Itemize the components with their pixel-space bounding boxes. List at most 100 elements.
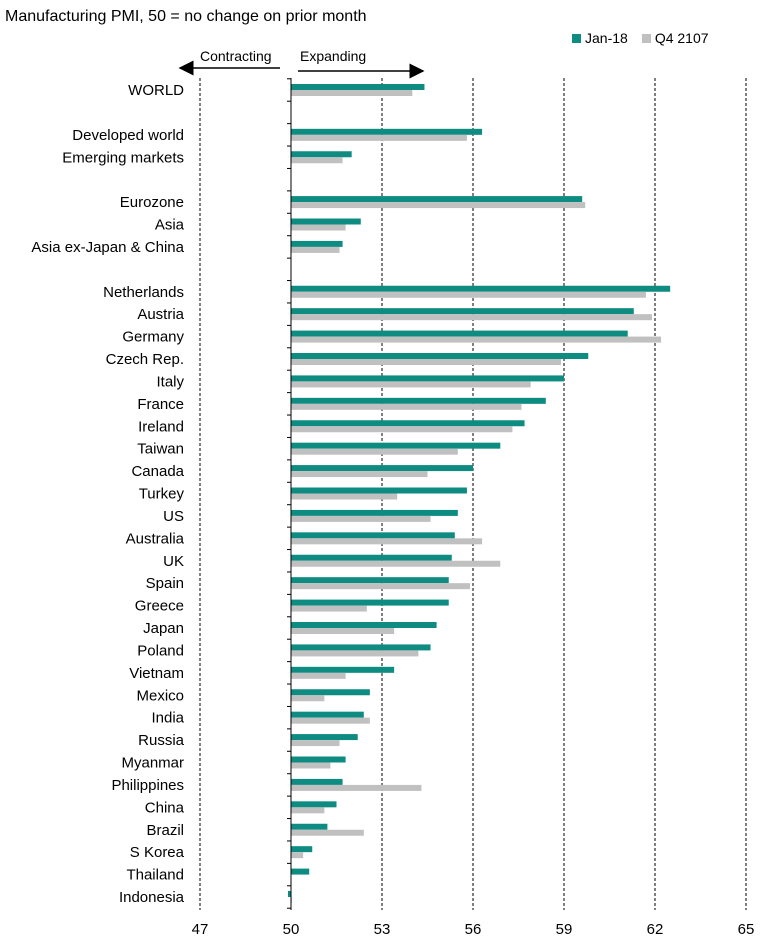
bar-q4-10: [291, 314, 652, 321]
bar-q4-17: [291, 471, 428, 478]
category-label-30: Myanmar: [121, 755, 184, 772]
x-tick-label-59: 59: [556, 921, 573, 938]
bar-q4-21: [291, 560, 501, 567]
category-label-20: Australia: [126, 530, 185, 547]
category-label-28: India: [151, 710, 184, 727]
bar-jan18-33: [291, 823, 328, 830]
bar-jan18-24: [291, 622, 437, 628]
bar-jan18-20: [291, 532, 455, 539]
bar-q4-27: [291, 695, 325, 702]
category-label-31: Philippines: [111, 777, 184, 794]
bar-jan18-6: [291, 218, 361, 225]
category-label-15: Ireland: [138, 418, 184, 435]
bar-q4-9: [291, 291, 646, 298]
category-label-2: Developed world: [72, 127, 184, 144]
category-label-32: China: [145, 799, 185, 816]
category-label-18: Turkey: [139, 486, 185, 503]
legend-swatch-q4: [641, 33, 651, 43]
bar-jan18-26: [291, 666, 395, 673]
bar-jan18-13: [291, 375, 564, 382]
bar-q4-32: [291, 807, 325, 814]
bar-jan18-19: [291, 509, 458, 516]
bar-q4-23: [291, 605, 367, 612]
contracting-label: Contracting: [200, 48, 272, 64]
bar-jan18-23: [291, 599, 449, 606]
bar-q4-33: [291, 829, 364, 836]
bar-jan18-27: [291, 689, 370, 696]
legend-label-jan18: Jan-18: [585, 30, 628, 46]
x-tick-label-47: 47: [192, 921, 209, 938]
x-tick-label-56: 56: [465, 921, 482, 938]
bar-jan18-15: [291, 420, 525, 427]
bar-q4-18: [291, 493, 398, 500]
category-label-17: Canada: [131, 463, 184, 480]
category-label-34: S Korea: [130, 844, 185, 861]
category-label-11: Germany: [122, 329, 184, 346]
x-tick-label-50: 50: [283, 921, 300, 938]
legend-label-q4: Q4 2107: [654, 30, 709, 46]
expanding-label: Expanding: [300, 48, 367, 64]
bar-q4-16: [291, 448, 458, 455]
category-label-27: Mexico: [136, 687, 184, 704]
category-label-23: Greece: [135, 598, 184, 615]
bar-jan18-31: [291, 778, 343, 785]
category-label-6: Asia: [155, 217, 185, 234]
bar-jan18-16: [291, 442, 501, 449]
bar-jan18-14: [291, 397, 546, 404]
bar-jan18-30: [291, 756, 346, 763]
bar-q4-34: [291, 852, 304, 859]
category-label-25: Poland: [137, 642, 184, 659]
bar-q4-13: [291, 381, 531, 388]
category-label-29: Russia: [138, 732, 185, 749]
bar-jan18-28: [291, 711, 364, 718]
bar-jan18-35: [291, 868, 310, 875]
bar-jan18-9: [291, 285, 671, 292]
bar-jan18-7: [291, 240, 343, 247]
category-label-33: Brazil: [146, 822, 184, 839]
category-label-21: UK: [163, 553, 184, 570]
bar-jan18-34: [291, 846, 313, 853]
bar-q4-7: [291, 246, 340, 253]
category-label-5: Eurozone: [120, 194, 184, 211]
bar-jan18-21: [291, 554, 452, 561]
bar-q4-12: [291, 359, 561, 365]
category-label-35: Thailand: [126, 867, 184, 884]
bar-q4-2: [291, 134, 467, 141]
bar-q4-28: [291, 717, 370, 724]
category-label-14: France: [137, 396, 184, 413]
bar-jan18-5: [291, 196, 583, 203]
bar-q4-19: [291, 515, 431, 522]
bar-q4-20: [291, 538, 483, 545]
category-label-7: Asia ex-Japan & China: [31, 239, 184, 256]
bar-q4-5: [291, 202, 586, 209]
bar-q4-31: [291, 784, 422, 791]
category-label-13: Italy: [156, 373, 184, 390]
bar-jan18-0: [291, 84, 425, 90]
bar-q4-11: [291, 336, 662, 343]
x-tick-label-62: 62: [647, 921, 664, 938]
category-label-36: Indonesia: [119, 889, 185, 906]
bar-q4-14: [291, 403, 522, 410]
category-label-9: Netherlands: [103, 284, 184, 301]
bar-jan18-18: [291, 487, 467, 494]
category-label-16: Taiwan: [137, 441, 184, 458]
bar-jan18-17: [291, 465, 473, 472]
bar-q4-6: [291, 224, 346, 231]
legend-item-q4: Q4 2107: [641, 30, 709, 46]
category-label-3: Emerging markets: [62, 149, 184, 166]
bar-jan18-2: [291, 128, 483, 135]
bar-q4-15: [291, 426, 513, 433]
category-label-22: Spain: [146, 575, 184, 592]
bar-jan18-10: [291, 308, 634, 315]
x-tick-label-65: 65: [738, 921, 755, 938]
bar-jan18-12: [291, 353, 589, 359]
bar-q4-30: [291, 762, 331, 769]
bar-jan18-29: [291, 734, 358, 741]
legend-item-jan18: Jan-18: [572, 30, 628, 46]
legend-swatch-jan18: [572, 33, 581, 43]
chart-title: Manufacturing PMI, 50 = no change on pri…: [5, 8, 367, 25]
bar-q4-29: [291, 740, 340, 747]
bar-jan18-32: [291, 801, 337, 808]
bar-jan18-25: [291, 644, 431, 651]
